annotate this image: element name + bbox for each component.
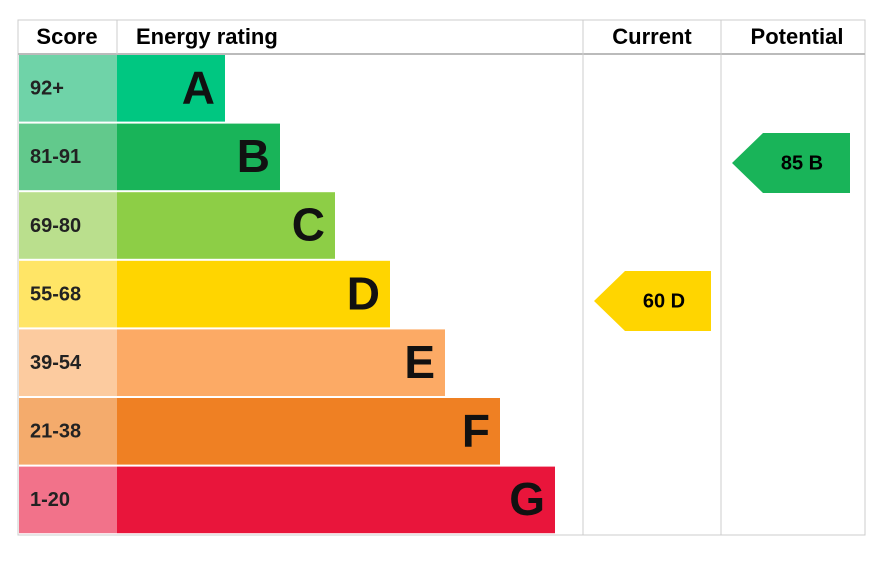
rating-bar xyxy=(117,398,500,465)
header-potential: Potential xyxy=(751,24,844,49)
header-score: Score xyxy=(36,24,97,49)
current-arrow xyxy=(594,271,711,331)
rating-letter: B xyxy=(237,130,270,182)
score-label: 55-68 xyxy=(30,283,81,305)
rating-letter: F xyxy=(462,404,490,456)
rating-bar xyxy=(117,192,335,259)
score-label: 69-80 xyxy=(30,215,81,237)
rating-bar xyxy=(117,55,225,122)
score-label: 81-91 xyxy=(30,146,81,168)
score-cell xyxy=(19,123,117,191)
rating-letter: A xyxy=(182,61,215,113)
score-cell xyxy=(19,466,117,534)
rating-letter: E xyxy=(404,336,435,388)
rating-letter: G xyxy=(509,473,545,525)
current-label: 60 D xyxy=(643,290,685,312)
rating-letter: C xyxy=(292,199,325,251)
score-cell xyxy=(19,55,117,122)
score-label: 1-20 xyxy=(30,489,70,511)
score-cell xyxy=(19,329,117,396)
score-cell xyxy=(19,398,117,465)
score-cell xyxy=(19,260,117,328)
potential-arrow xyxy=(732,133,850,193)
score-label: 39-54 xyxy=(30,352,82,374)
rating-bar xyxy=(117,466,555,534)
score-label: 92+ xyxy=(30,78,64,100)
rating-bar xyxy=(117,260,390,328)
potential-label: 85 B xyxy=(781,152,823,174)
score-label: 21-38 xyxy=(30,421,81,443)
bands: 92+ A 81-91 B 69-80 C 55-68 D 39-54 E 21-38 F 1-20 G xyxy=(19,55,555,534)
rating-letter: D xyxy=(347,267,380,319)
score-cell xyxy=(19,192,117,259)
rating-bar xyxy=(117,123,280,191)
rating-bar xyxy=(117,329,445,396)
header-energy-rating: Energy rating xyxy=(136,24,278,49)
header-current: Current xyxy=(612,24,692,49)
